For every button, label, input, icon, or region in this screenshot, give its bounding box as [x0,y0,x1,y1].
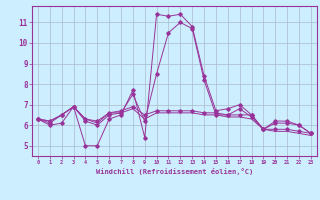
X-axis label: Windchill (Refroidissement éolien,°C): Windchill (Refroidissement éolien,°C) [96,168,253,175]
